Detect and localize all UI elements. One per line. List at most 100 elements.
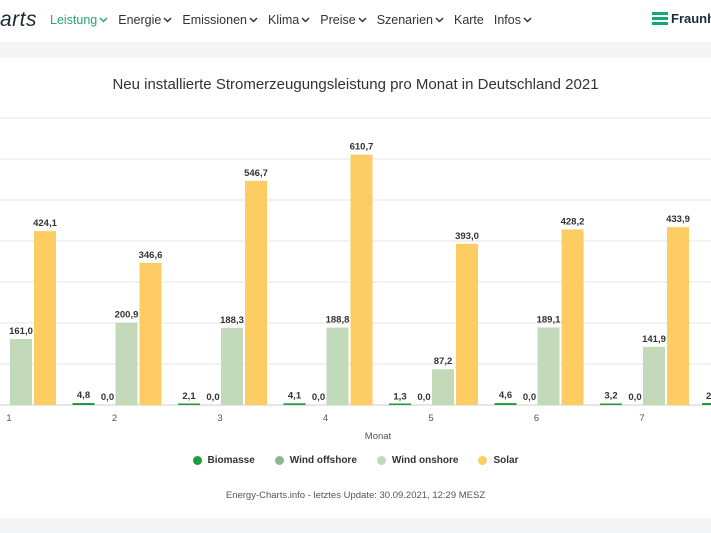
data-label: 3,2 [604,391,617,402]
nav-item-label: Preise [320,13,356,27]
bar-biomasse-5 [389,403,411,405]
data-label: 424,1 [33,218,57,229]
data-label: 161,0 [9,326,33,337]
nav-item-szenarien[interactable]: Szenarien [377,13,444,27]
bar-solar-7 [667,227,689,405]
data-label: 87,2 [434,356,453,367]
bar-solar-4 [350,154,373,405]
main-nav: Leistung Energie Emissionen Klima Preise Szen… [50,13,542,27]
bar-biomasse-4 [283,403,306,405]
data-label: 433,9 [666,214,690,225]
data-label: 189,1 [537,314,561,325]
nav-item-klima[interactable]: Klima [268,13,310,27]
data-label: 428,2 [561,216,585,227]
x-tick-label: 3 [217,413,222,424]
data-label: 141,9 [642,334,666,345]
footer-update-info: Energy-Charts.info - letztes Update: 30.… [225,490,486,501]
top-navigation-bar: arts Leistung Energie Emissionen Klima Preis… [0,0,711,42]
bar-wind-onshore-5 [432,369,454,405]
data-label: 2 [706,391,711,402]
data-label: 393,0 [455,231,479,242]
data-label: 4,8 [77,390,90,401]
data-label: 346,6 [139,250,163,261]
data-label: 200,9 [115,310,139,321]
bar-solar-1 [34,231,56,405]
legend-dot-icon [376,456,386,465]
x-tick-label: 4 [323,413,328,424]
chevron-down-icon [163,16,172,23]
nav-item-leistung[interactable]: Leistung [50,13,108,27]
fraunhofer-logo-icon [652,11,668,25]
brand-logo[interactable]: arts [0,8,38,31]
nav-item-label: Leistung [50,13,98,27]
nav-item-label: Emissionen [182,13,247,27]
bar-biomasse-2 [72,403,95,405]
legend-label: Solar [493,455,519,466]
bar-biomasse-7 [600,403,622,405]
data-label: 4,1 [288,390,302,401]
legend-label: Biomasse [207,455,255,466]
data-label: 0,0 [523,392,536,403]
bar-solar-5 [456,243,478,405]
chevron-down-icon [249,16,258,23]
bar-wind-onshore-3 [221,327,243,405]
x-tick-label: 1 [6,413,11,424]
legend-label: Wind offshore [289,455,357,466]
data-label: 0,0 [101,392,114,403]
bar-wind-onshore-2 [115,322,138,405]
data-label: 188,8 [326,315,350,326]
chevron-down-icon [99,16,108,23]
x-axis-label: Monat [365,431,392,442]
logo-text: Fraunh [671,11,711,26]
x-tick-label: 7 [639,413,644,424]
nav-item-infos[interactable]: Infos [494,13,532,27]
nav-item-label: Karte [453,13,484,27]
chart-title: Neu installierte Stromerzeugungsleistung… [112,76,599,93]
chevron-down-icon [358,16,367,23]
bar-biomasse-6 [494,403,517,405]
chevron-down-icon [523,16,532,23]
data-label: 0,0 [312,392,325,403]
bar-solar-3 [245,180,267,405]
nav-item-label: Szenarien [376,13,433,27]
fraunhofer-logo[interactable]: Fraunh [652,11,711,26]
data-label: 2,1 [182,391,196,402]
data-label: 0,0 [628,392,641,403]
x-tick-label: 2 [112,413,117,424]
bar-wind-onshore-1 [10,338,32,405]
legend-item-wind-offshore[interactable]: Wind offshore [274,455,357,466]
chevron-down-icon [301,16,310,23]
legend-label: Wind onshore [391,455,459,466]
nav-item-label: Klima [267,13,300,27]
data-label: 0,0 [206,392,219,403]
bar-solar-6 [561,229,584,405]
data-label: 1,3 [393,391,406,402]
x-tick-label: 5 [428,413,433,424]
bar-wind-onshore-6 [537,327,560,405]
bar-biomasse-8 [702,403,711,405]
legend-item-biomasse[interactable]: Biomasse [192,455,255,466]
legend-item-solar[interactable]: Solar [478,455,518,466]
nav-item-emissionen[interactable]: Emissionen [182,13,258,27]
nav-item-label: Infos [493,13,521,27]
bar-wind-onshore-7 [643,346,665,405]
legend-item-wind-onshore[interactable]: Wind onshore [376,455,459,466]
legend-dot-icon [192,456,202,465]
bar-chart: 0161,0424,14,80,0200,9346,62,10,0188,354… [0,117,711,442]
nav-item-karte[interactable]: Karte [454,13,484,27]
bar-solar-2 [139,262,162,405]
nav-item-preise[interactable]: Preise [320,13,367,27]
data-label: 4,6 [499,390,512,401]
data-label: 610,7 [350,142,374,153]
legend-dot-icon [274,456,284,465]
nav-item-energie[interactable]: Energie [118,13,172,27]
chart-legend: Biomasse Wind offshore Wind onshore Solar [0,455,711,466]
data-label: 546,7 [244,168,268,179]
bar-biomasse-3 [178,403,200,405]
legend-dot-icon [478,456,488,465]
bar-wind-onshore-4 [326,327,349,405]
data-label: 0,0 [417,392,430,403]
x-tick-label: 6 [534,413,539,424]
nav-item-label: Energie [118,13,162,27]
chevron-down-icon [435,16,444,23]
